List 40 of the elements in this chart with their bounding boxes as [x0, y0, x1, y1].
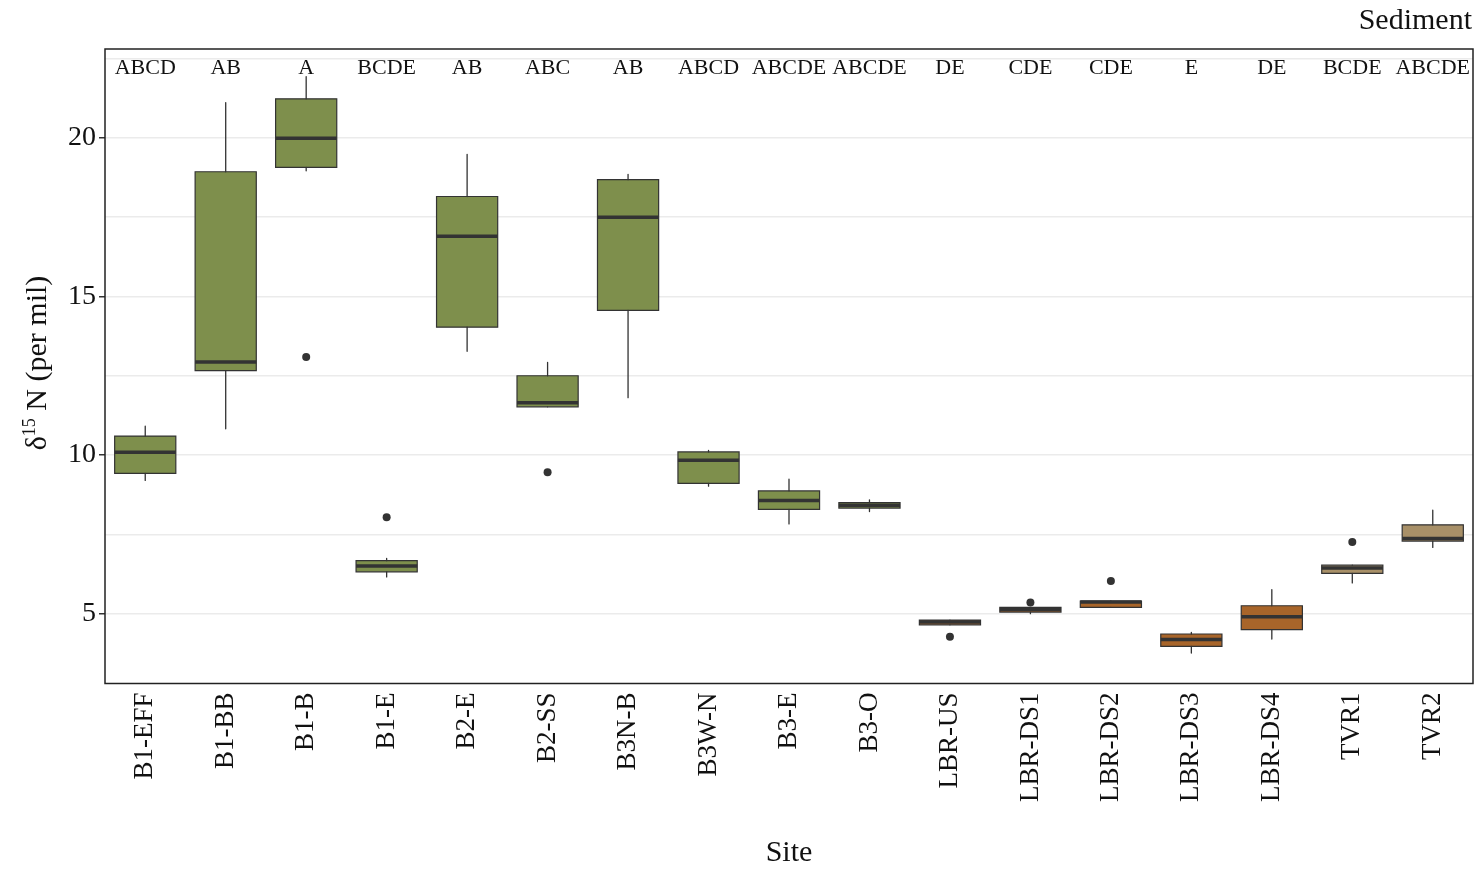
y-tick-label: 15 — [68, 278, 96, 310]
x-tick-label: B1-EFF — [128, 692, 159, 780]
annotation: E — [1184, 53, 1199, 79]
annotation: A — [298, 53, 315, 79]
annotation: BCDE — [357, 53, 416, 79]
x-tick-label: B1-E — [369, 692, 400, 750]
x-tick-label: B1-B — [289, 692, 320, 751]
y-tick-label: 5 — [82, 596, 96, 628]
annotation: ABCD — [114, 53, 176, 79]
annotation: CDE — [1008, 53, 1053, 79]
annotation: AB — [612, 53, 644, 79]
x-tick-label: B3W-N — [691, 692, 722, 777]
x-tick-label: B2-E — [450, 692, 481, 750]
chart-title: Sediment — [1358, 2, 1472, 36]
x-tick-label: TVR2 — [1415, 692, 1446, 760]
annotation: ABCDE — [832, 53, 907, 79]
x-tick-label: LBR-DS1 — [1013, 692, 1044, 803]
annotation: DE — [935, 53, 965, 79]
x-tick-label: LBR-US — [933, 692, 964, 789]
annotation: AB — [451, 53, 483, 79]
annotation: DE — [1257, 53, 1287, 79]
x-tick-label: TVR1 — [1335, 692, 1366, 760]
x-tick-label: LBR-DS2 — [1093, 692, 1124, 803]
x-tick-label: B1-BB — [208, 692, 239, 770]
x-axis-title: Site — [765, 833, 813, 867]
x-tick-label: B3-O — [852, 692, 883, 753]
x-tick-label: B3-E — [772, 692, 803, 750]
annotation: CDE — [1088, 53, 1133, 79]
x-tick-label: LBR-DS3 — [1174, 692, 1205, 803]
annotation: BCDE — [1322, 53, 1382, 79]
x-tick-label: LBR-DS4 — [1254, 692, 1285, 803]
annotation: ABCDE — [751, 53, 827, 79]
annotation: ABC — [524, 53, 571, 79]
y-tick-label: 10 — [68, 437, 96, 469]
annotation: AB — [210, 53, 241, 79]
x-tick-label: B2-SS — [530, 692, 561, 764]
annotation: ABCD — [677, 53, 740, 79]
x-tick-label: B3N-B — [611, 692, 642, 771]
annotation: ABCDE — [1395, 53, 1471, 79]
y-tick-label: 20 — [68, 120, 96, 152]
